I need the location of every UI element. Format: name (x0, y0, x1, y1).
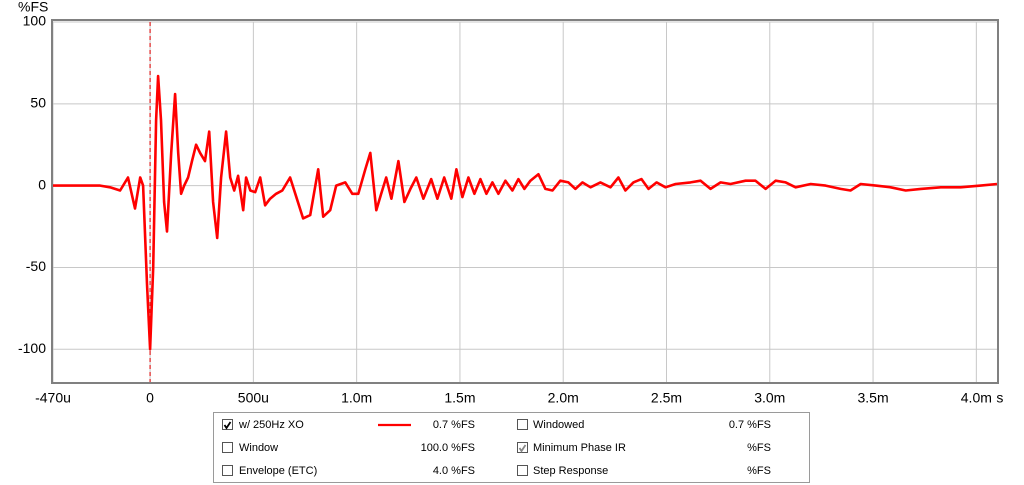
checkbox[interactable] (517, 465, 528, 476)
checkbox[interactable] (222, 442, 233, 453)
legend-label: Minimum Phase IR (533, 442, 626, 454)
x-tick-label: 1.0m (341, 390, 372, 406)
legend-entry[interactable]: Step Response %FS (517, 465, 772, 477)
x-tick-label: 1.5m (444, 390, 475, 406)
legend-label: Window (239, 442, 278, 454)
checkmark (223, 421, 232, 430)
legend-label: w/ 250Hz XO (238, 419, 304, 431)
legend-readout: 100.0 %FS (421, 442, 475, 454)
legend-readout: 4.0 %FS (433, 465, 475, 477)
legend-entry[interactable]: Windowed 0.7 %FS (517, 419, 772, 431)
checkmark (518, 444, 527, 453)
y-tick-label: 0 (38, 176, 46, 192)
y-axis-label: %FS (18, 0, 48, 15)
y-tick-label: -50 (26, 258, 46, 274)
legend-panel (213, 412, 810, 483)
legend-entry[interactable]: w/ 250Hz XO 0.7 %FS (222, 419, 476, 431)
legend-entry[interactable]: Window 100.0 %FS (222, 442, 476, 454)
plot-frame (51, 19, 999, 384)
x-tick-label: 500u (238, 390, 269, 406)
x-tick-label: 4.0m (961, 390, 992, 406)
x-tick-label: 0 (146, 390, 154, 406)
legend-entry[interactable]: Envelope (ETC) 4.0 %FS (222, 465, 476, 477)
legend-label: Envelope (ETC) (239, 465, 317, 477)
y-tick-label: -100 (18, 340, 46, 356)
x-tick-label: 2.5m (651, 390, 682, 406)
checkbox[interactable] (222, 465, 233, 476)
y-tick-label: 100 (23, 13, 47, 29)
legend-readout: 0.7 %FS (729, 419, 771, 431)
x-unit-label: s (996, 390, 1003, 406)
x-tick-label: 3.0m (754, 390, 785, 406)
legend-readout: %FS (747, 465, 771, 477)
legend-entry[interactable]: Minimum Phase IR %FS (517, 442, 772, 454)
checkbox[interactable] (222, 419, 233, 430)
legend-readout: 0.7 %FS (433, 419, 475, 431)
checkbox[interactable] (517, 442, 528, 453)
y-tick-label: 50 (30, 95, 46, 111)
x-tick-label: 3.5m (857, 390, 888, 406)
legend-label: Windowed (533, 419, 584, 431)
checkbox[interactable] (517, 419, 528, 430)
x-tick-label: 2.0m (548, 390, 579, 406)
legend-label: Step Response (533, 465, 608, 477)
legend-readout: %FS (747, 442, 771, 454)
x-tick-label: -470u (35, 390, 71, 406)
series-line (53, 74, 998, 351)
